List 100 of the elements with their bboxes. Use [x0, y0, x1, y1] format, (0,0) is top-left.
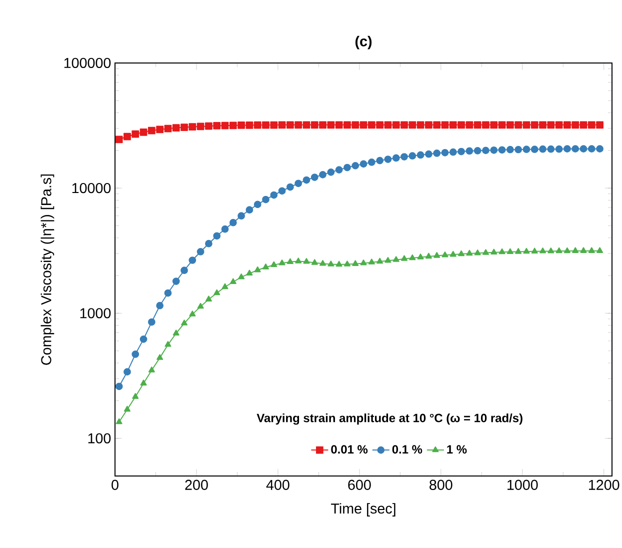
- point: [498, 121, 506, 129]
- point: [580, 121, 588, 129]
- point: [254, 200, 262, 208]
- point: [564, 247, 570, 254]
- point: [416, 121, 424, 129]
- point: [530, 146, 538, 154]
- point: [400, 121, 408, 129]
- point: [196, 122, 204, 130]
- point: [238, 122, 245, 129]
- point: [433, 150, 441, 157]
- point: [213, 232, 221, 240]
- point: [164, 341, 172, 347]
- point: [115, 382, 123, 390]
- point: [221, 122, 229, 130]
- point: [140, 380, 147, 386]
- point: [148, 318, 156, 326]
- point: [539, 121, 546, 129]
- point: [482, 121, 490, 129]
- point: [515, 248, 522, 254]
- point: [384, 156, 392, 163]
- x-axis-title: Time [sec]: [331, 503, 396, 516]
- point: [376, 121, 384, 129]
- point: [531, 248, 538, 254]
- point: [222, 283, 228, 290]
- legend-label: 0.1 %: [392, 445, 422, 454]
- point: [148, 126, 156, 134]
- point: [344, 121, 351, 129]
- point: [270, 121, 278, 129]
- point: [572, 247, 579, 253]
- legend-label: 1 %: [447, 445, 467, 454]
- point: [246, 206, 254, 214]
- point: [148, 366, 155, 372]
- point: [522, 146, 530, 154]
- point: [156, 302, 164, 310]
- point: [368, 121, 376, 129]
- point: [124, 368, 131, 376]
- point: [506, 146, 514, 154]
- point: [238, 274, 245, 280]
- x-tick-label: 400: [266, 480, 290, 490]
- point: [564, 121, 571, 129]
- point: [596, 247, 604, 253]
- point: [302, 176, 310, 184]
- point: [286, 258, 294, 264]
- point: [205, 296, 212, 302]
- point: [124, 406, 130, 412]
- point: [442, 251, 448, 258]
- point: [278, 121, 286, 129]
- x-tick-label: 600: [348, 480, 371, 490]
- point: [328, 260, 334, 266]
- point: [506, 248, 514, 254]
- point: [539, 248, 546, 254]
- point: [172, 330, 180, 336]
- point: [302, 121, 310, 129]
- point: [156, 126, 164, 134]
- point: [588, 121, 596, 129]
- point: [116, 418, 122, 424]
- point: [409, 254, 416, 260]
- point: [352, 260, 359, 266]
- point: [132, 350, 140, 358]
- point: [490, 248, 498, 255]
- point: [335, 166, 343, 174]
- point: [205, 122, 212, 130]
- point: [376, 258, 384, 264]
- point: [458, 250, 465, 256]
- point: [310, 121, 318, 129]
- point: [514, 121, 522, 129]
- point: [539, 145, 546, 153]
- point: [238, 212, 245, 220]
- x-tick-label: 1200: [588, 480, 620, 490]
- point: [303, 258, 310, 264]
- point: [498, 248, 506, 254]
- point: [458, 148, 465, 156]
- point: [311, 259, 318, 265]
- y-tick-label: 10000: [72, 183, 111, 194]
- point: [449, 148, 457, 156]
- point: [506, 121, 514, 129]
- point: [270, 261, 278, 268]
- point: [360, 121, 368, 129]
- point: [400, 255, 408, 261]
- point: [596, 145, 604, 153]
- point: [262, 264, 269, 270]
- point: [580, 247, 587, 253]
- point: [344, 260, 350, 266]
- point: [213, 122, 221, 130]
- point: [522, 121, 530, 129]
- point: [556, 247, 562, 254]
- point: [572, 145, 580, 153]
- point: [286, 121, 294, 129]
- point: [294, 180, 302, 188]
- point: [344, 164, 351, 172]
- point: [588, 247, 595, 253]
- point: [188, 123, 196, 130]
- point: [262, 121, 270, 129]
- point: [441, 148, 449, 156]
- point: [229, 218, 237, 226]
- point: [278, 260, 286, 266]
- point: [555, 121, 563, 129]
- point: [433, 121, 441, 129]
- point: [368, 158, 376, 166]
- y-tick-label: 100: [88, 433, 111, 444]
